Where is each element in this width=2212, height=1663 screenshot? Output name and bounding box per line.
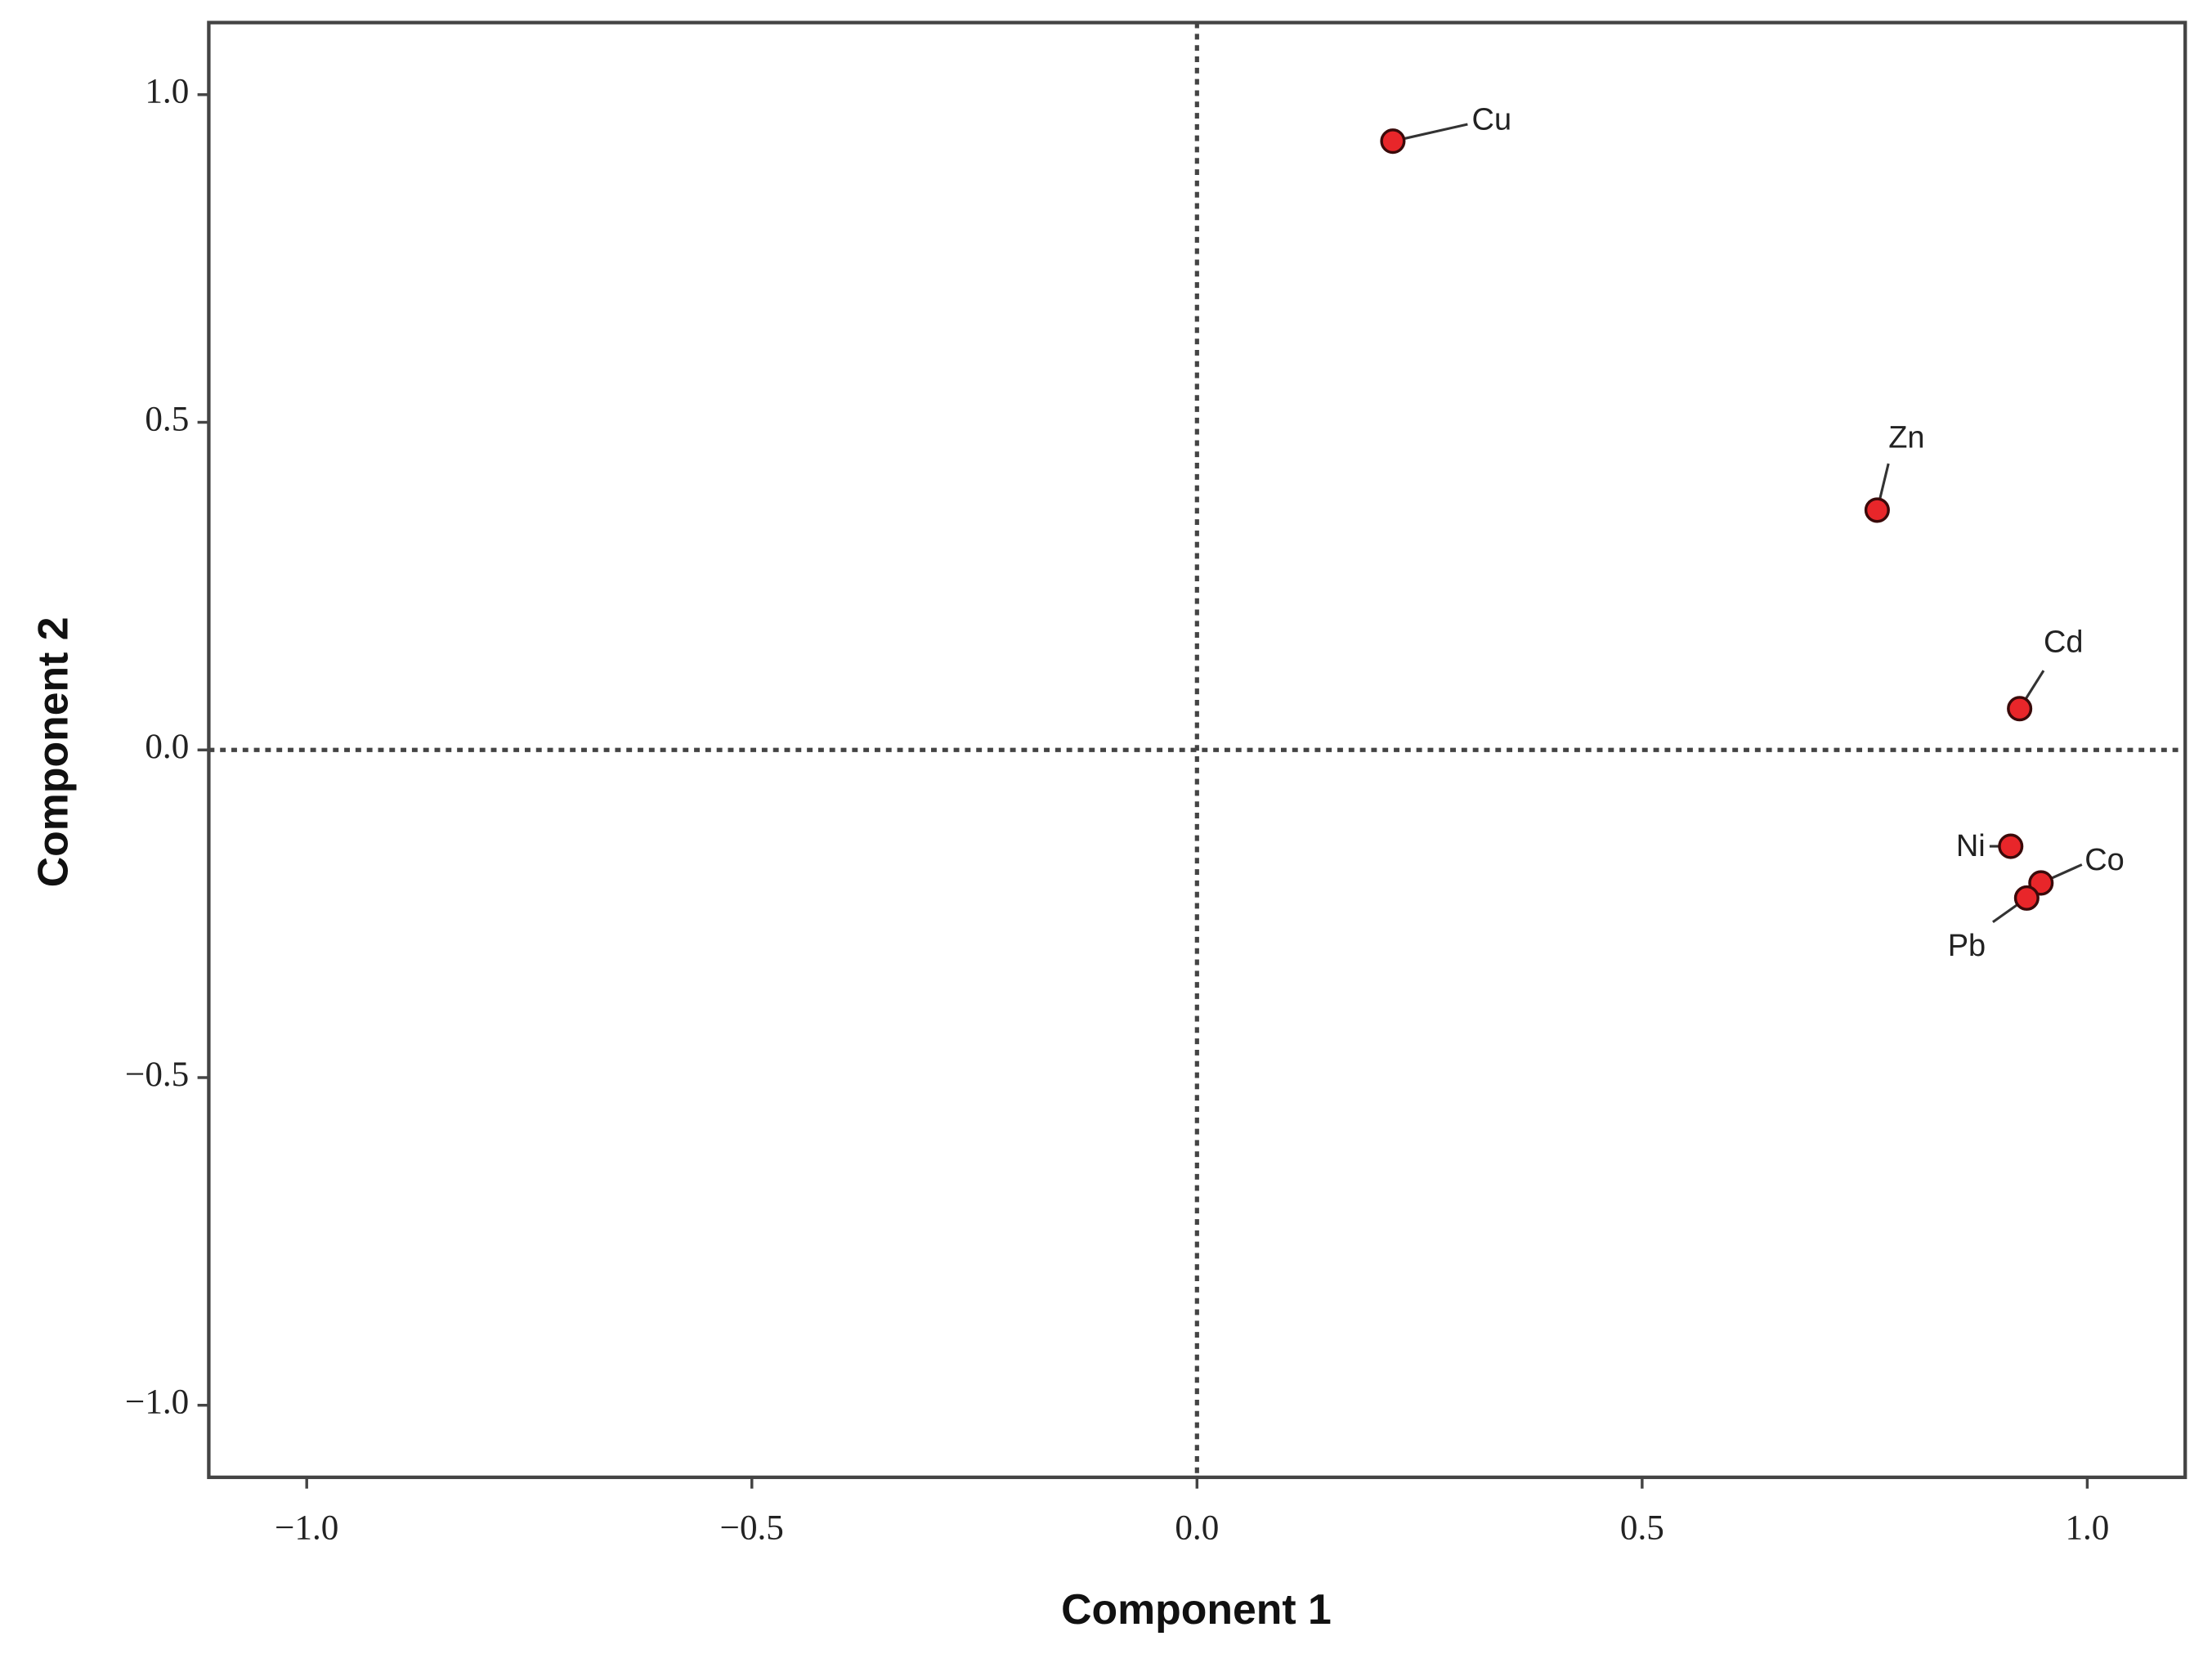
point <box>1380 128 1406 155</box>
y-tick-label: 0.5 <box>145 400 189 438</box>
point <box>2013 885 2040 911</box>
point-label: Zn <box>1888 421 1924 455</box>
y-axis-title: Component 2 <box>29 616 77 887</box>
point-label: Co <box>2084 843 2125 877</box>
point-label: Ni <box>1956 829 1986 863</box>
point <box>1864 497 1890 523</box>
x-tick-label: 0.5 <box>1620 1508 1664 1547</box>
x-tick-label: 1.0 <box>2065 1508 2109 1547</box>
x-axis-title: Component 1 <box>1061 1585 1332 1633</box>
point <box>2028 870 2054 896</box>
point <box>2007 696 2033 722</box>
point-label: Pb <box>1948 929 1986 963</box>
point-label: Cu <box>1472 103 1512 137</box>
x-tick-label: 0.0 <box>1175 1508 1219 1547</box>
y-tick-label: 1.0 <box>145 73 189 111</box>
point <box>1998 833 2024 859</box>
y-tick-label: 0.0 <box>145 728 189 766</box>
point-label: Cd <box>2044 625 2084 659</box>
y-tick-label: −1.0 <box>125 1383 189 1422</box>
x-tick-label: −1.0 <box>275 1508 338 1547</box>
y-tick-label: −0.5 <box>125 1056 189 1094</box>
label-leader <box>1392 123 1468 143</box>
x-tick-label: −0.5 <box>720 1508 784 1547</box>
